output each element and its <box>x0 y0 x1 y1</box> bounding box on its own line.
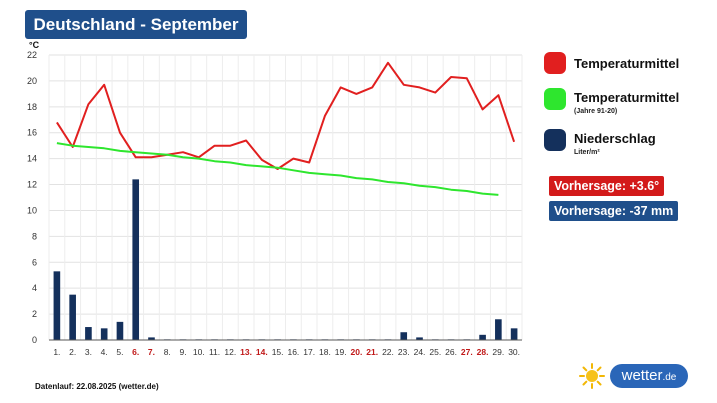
precipitation-bar <box>132 179 140 340</box>
brand-name: wetter.de <box>610 364 688 388</box>
y-tick-label: 6 <box>32 257 37 267</box>
legend-item-temperature-normal: Temperaturmittel (Jahre 91-20) <box>544 88 679 116</box>
x-tick-label: 18. <box>319 347 331 357</box>
forecast-temperature-badge: Vorhersage: +3.6° <box>549 176 665 196</box>
x-tick-label: 27. <box>461 347 473 357</box>
x-tick-label: 22. <box>382 347 394 357</box>
legend-swatch-temperature <box>544 52 566 74</box>
x-tick-label: 10. <box>193 347 205 357</box>
x-tick-label: 8. <box>164 347 171 357</box>
x-tick-label: 21. <box>366 347 378 357</box>
legend-label-temperature-normal: Temperaturmittel <box>574 90 680 105</box>
x-tick-label: 28. <box>477 347 489 357</box>
page-title-text: Deutschland - September <box>33 14 239 34</box>
precipitation-bar <box>116 321 124 340</box>
sun-icon <box>579 363 605 389</box>
precipitation-bar <box>495 319 502 340</box>
x-tick-label: 3. <box>85 347 92 357</box>
legend-swatch-temperature-normal <box>544 88 566 110</box>
y-tick-label: 4 <box>32 283 37 293</box>
x-tick-label: 29. <box>492 347 504 357</box>
y-tick-label: 0 <box>32 335 37 345</box>
legend-label-precipitation: Niederschlag <box>574 131 656 146</box>
precipitation-bar <box>510 328 518 340</box>
x-tick-label: 19. <box>335 347 347 357</box>
legend-sublabel-unit: Liter/m² <box>574 149 600 156</box>
y-tick-label: 18 <box>27 102 37 112</box>
x-tick-label: 13. <box>240 347 252 357</box>
legend-label-temperature: Temperaturmittel <box>574 56 680 71</box>
brand-tld: .de <box>662 372 677 383</box>
brand-logo: wetter.de <box>576 362 691 390</box>
y-tick-label: 10 <box>27 205 37 215</box>
temperature-line <box>56 61 516 170</box>
y-tick-label: 20 <box>27 76 37 86</box>
x-tick-label: 5. <box>116 347 123 357</box>
y-tick-label: 14 <box>27 154 37 164</box>
x-tick-label: 2. <box>69 347 76 357</box>
precipitation-bar <box>416 337 423 340</box>
page-title: Deutschland - September <box>25 10 247 39</box>
x-tick-label: 25. <box>429 347 441 357</box>
legend-item-temperature: Temperaturmittel <box>544 52 679 74</box>
x-tick-label: 26. <box>445 347 457 357</box>
x-tick-label: 12. <box>224 347 236 357</box>
x-tick-label: 20. <box>351 347 363 357</box>
precipitation-bar <box>69 294 76 340</box>
precipitation-bar <box>479 334 486 340</box>
y-tick-label: 22 <box>27 50 37 60</box>
x-tick-label: 9. <box>179 347 186 357</box>
forecast-precipitation-badge: Vorhersage: -37 mm <box>549 201 679 221</box>
x-tick-label: 16. <box>287 347 299 357</box>
precipitation-bar <box>85 327 92 340</box>
x-tick-label: 14. <box>256 347 268 357</box>
x-tick-label: 24. <box>414 347 426 357</box>
x-tick-label: 30. <box>508 347 520 357</box>
legend-swatch-precipitation <box>544 129 566 151</box>
precipitation-bar <box>53 271 61 340</box>
y-axis-unit-label: °C <box>29 40 40 50</box>
x-tick-label: 4. <box>101 347 108 357</box>
precipitation-bar <box>100 328 108 340</box>
y-tick-label: 12 <box>27 180 37 190</box>
temperature-normal-line <box>56 142 499 196</box>
x-tick-label: 11. <box>209 347 220 357</box>
legend-sublabel-reference-period: (Jahre 91-20) <box>574 108 618 115</box>
data-run-footer: Datenlauf: 22.08.2025 (wetter.de) <box>35 382 159 391</box>
x-tick-label: 7. <box>148 347 155 357</box>
y-tick-label: 16 <box>27 128 37 138</box>
x-tick-label: 15. <box>272 347 284 357</box>
y-tick-label: 2 <box>32 309 37 319</box>
brand-name-text: wetter <box>621 367 663 384</box>
x-tick-label: 6. <box>132 347 139 357</box>
x-tick-label: 1. <box>53 347 60 357</box>
precipitation-bar <box>400 332 408 340</box>
x-tick-label: 17. <box>303 347 315 357</box>
y-tick-label: 8 <box>32 231 37 241</box>
x-tick-label: 23. <box>398 347 410 357</box>
precipitation-bar <box>148 337 155 340</box>
legend-item-precipitation: Niederschlag Liter/m² <box>544 129 656 157</box>
